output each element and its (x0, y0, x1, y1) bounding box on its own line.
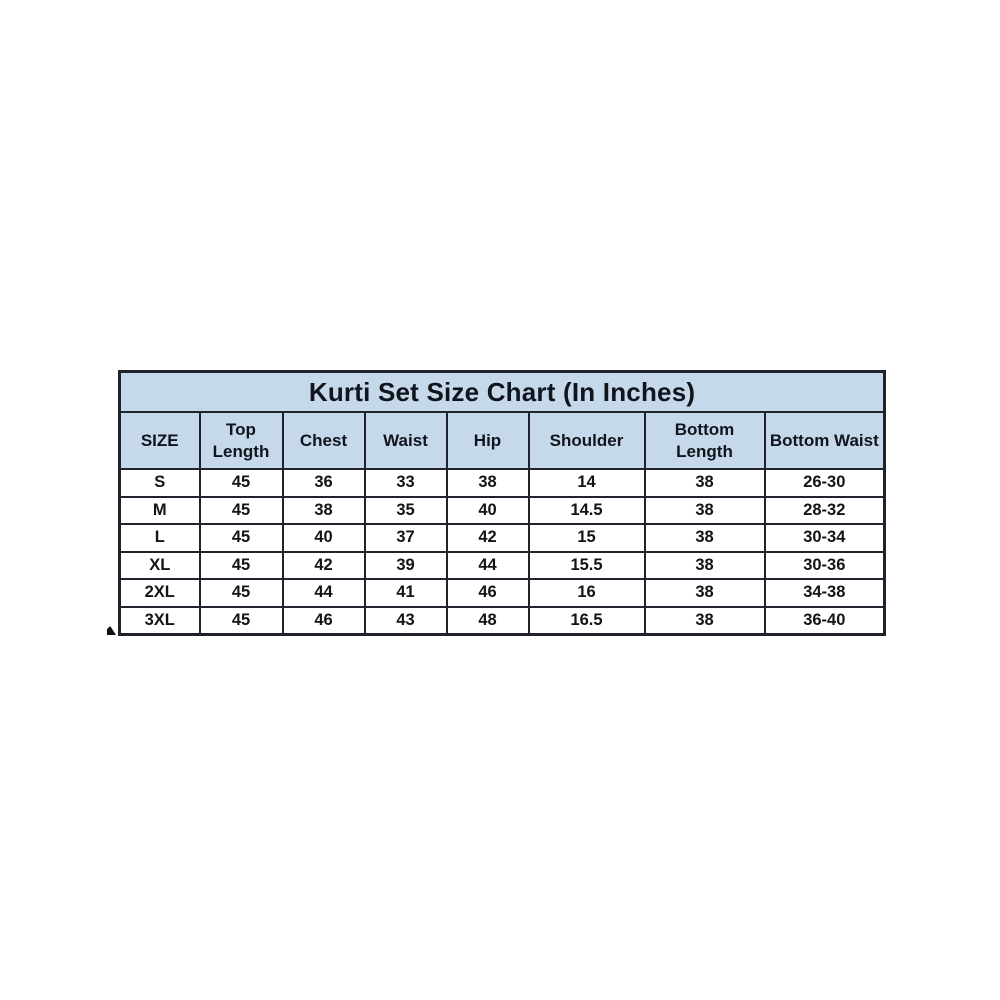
column-header-waist: Waist (363, 411, 448, 470)
table-cell: 45 (198, 578, 284, 608)
table-cell: 45 (198, 495, 284, 525)
table-cell: 42 (445, 523, 530, 553)
table-cell: 35 (363, 495, 448, 525)
table-cell: 45 (198, 605, 284, 636)
table-cell: 33 (363, 468, 448, 498)
table-cell: 26-30 (763, 468, 886, 498)
table-title-row: Kurti Set Size Chart (In Inches) (118, 370, 886, 413)
table-cell: 40 (445, 495, 530, 525)
table-cell: 39 (363, 550, 448, 580)
table-cell: 16 (527, 578, 646, 608)
column-header-size: SIZE (118, 411, 201, 470)
column-header-top-length: Top Length (198, 411, 284, 470)
table-cell: 38 (643, 468, 766, 498)
column-header-chest: Chest (281, 411, 366, 470)
table-cell: 28-32 (763, 495, 886, 525)
table-cell: 38 (643, 578, 766, 608)
table-cell: S (118, 468, 201, 498)
table-cell: 30-36 (763, 550, 886, 580)
table-cell: XL (118, 550, 201, 580)
table-cell: 37 (363, 523, 448, 553)
table-header-row: SIZE Top Length Chest Waist Hip Shoulder… (118, 411, 886, 470)
table-cell: 15.5 (527, 550, 646, 580)
column-header-hip: Hip (445, 411, 530, 470)
table-cell: 38 (281, 495, 366, 525)
table-row-3xl: 3XL 45 46 43 48 16.5 38 36-40 (118, 605, 886, 636)
table-cell: 45 (198, 550, 284, 580)
table-cell: L (118, 523, 201, 553)
column-header-shoulder: Shoulder (527, 411, 646, 470)
table-cell: 3XL (118, 605, 201, 636)
table-row-2xl: 2XL 45 44 41 46 16 38 34-38 (118, 578, 886, 608)
table-cell: 15 (527, 523, 646, 553)
table-cell: 16.5 (527, 605, 646, 636)
table-cell: 30-34 (763, 523, 886, 553)
table-cell: 38 (643, 523, 766, 553)
table-cell: 38 (643, 495, 766, 525)
table-cell: 40 (281, 523, 366, 553)
size-chart-container: Kurti Set Size Chart (In Inches) SIZE To… (118, 370, 887, 636)
table-row-xl: XL 45 42 39 44 15.5 38 30-36 (118, 550, 886, 580)
table-cell: 45 (198, 523, 284, 553)
table-cell: 34-38 (763, 578, 886, 608)
table-row-l: L 45 40 37 42 15 38 30-34 (118, 523, 886, 553)
corner-artifact-mark (107, 626, 116, 635)
table-cell: 46 (281, 605, 366, 636)
table-cell: 38 (643, 605, 766, 636)
table-cell: 36-40 (763, 605, 886, 636)
table-cell: 48 (445, 605, 530, 636)
table-cell: 46 (445, 578, 530, 608)
table-title: Kurti Set Size Chart (In Inches) (118, 370, 886, 413)
table-cell: 2XL (118, 578, 201, 608)
table-cell: 36 (281, 468, 366, 498)
table-cell: 14 (527, 468, 646, 498)
column-header-bottom-length: Bottom Length (643, 411, 766, 470)
table-cell: 38 (643, 550, 766, 580)
table-cell: 44 (445, 550, 530, 580)
table-cell: 38 (445, 468, 530, 498)
size-chart-table: Kurti Set Size Chart (In Inches) SIZE To… (118, 370, 887, 636)
table-cell: M (118, 495, 201, 525)
table-row-m: M 45 38 35 40 14.5 38 28-32 (118, 495, 886, 525)
table-cell: 42 (281, 550, 366, 580)
table-cell: 45 (198, 468, 284, 498)
table-cell: 41 (363, 578, 448, 608)
table-cell: 43 (363, 605, 448, 636)
column-header-bottom-waist: Bottom Waist (763, 411, 886, 470)
table-row-s: S 45 36 33 38 14 38 26-30 (118, 468, 886, 498)
table-cell: 44 (281, 578, 366, 608)
table-cell: 14.5 (527, 495, 646, 525)
